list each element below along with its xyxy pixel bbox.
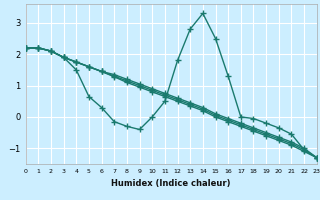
X-axis label: Humidex (Indice chaleur): Humidex (Indice chaleur) [111,179,231,188]
